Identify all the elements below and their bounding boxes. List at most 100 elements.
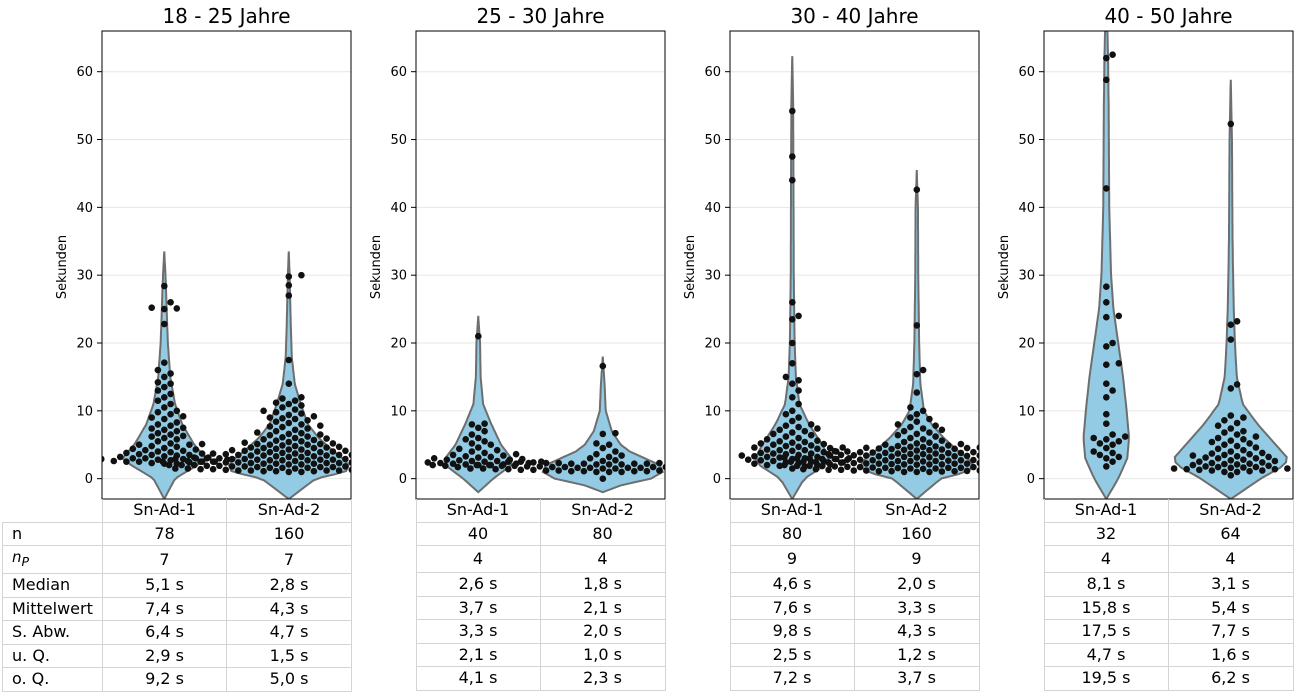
data-point [209, 465, 217, 473]
data-point [1271, 457, 1279, 465]
data-point [530, 466, 537, 474]
data-point [192, 446, 200, 453]
data-point [241, 439, 248, 447]
data-point [932, 422, 939, 430]
data-point [304, 457, 311, 464]
data-point [869, 449, 876, 456]
table-cell: 1,8 s [539, 572, 666, 597]
table-cell: 8,1 s [1043, 572, 1169, 597]
data-point [605, 453, 613, 461]
data-point [951, 460, 958, 468]
data-point [266, 423, 274, 430]
data-point [279, 404, 286, 411]
table-cell: 5,0 s [226, 667, 352, 692]
data-point [498, 462, 506, 470]
data-point [770, 441, 777, 449]
data-point [523, 463, 531, 470]
y-tick-label: 50 [1018, 133, 1035, 148]
data-point [951, 445, 958, 453]
table-row: u. Q. 2,9 s 1,5 s [2, 643, 352, 668]
table-cell: 7 [226, 545, 352, 574]
y-tick-label: 0 [1027, 472, 1035, 487]
data-point [247, 452, 255, 459]
table-corner [3, 499, 103, 522]
data-point [247, 459, 255, 467]
data-point [856, 463, 864, 471]
data-point [894, 431, 902, 439]
table-cell: 2,9 s [102, 643, 227, 668]
data-point [1221, 468, 1228, 476]
data-point [298, 446, 305, 453]
data-point [462, 436, 469, 443]
y-tick-label: 10 [1018, 404, 1035, 419]
data-point [335, 467, 343, 474]
data-point [913, 440, 921, 447]
data-point [807, 431, 815, 439]
data-point [900, 446, 908, 454]
plot-area [738, 56, 979, 499]
data-point [173, 436, 181, 443]
data-point [1103, 76, 1110, 84]
data-point [814, 425, 821, 432]
table-cell: 1,6 s [1167, 642, 1294, 667]
data-point [266, 431, 274, 439]
data-point [945, 464, 952, 472]
y-tick-label: 10 [76, 404, 93, 419]
data-point [970, 456, 977, 464]
data-point [913, 389, 921, 396]
data-point [468, 421, 476, 428]
data-point [1090, 434, 1097, 442]
data-point [795, 434, 802, 442]
data-point [260, 460, 267, 468]
data-point [467, 465, 474, 472]
data-point [612, 429, 619, 437]
data-point [285, 282, 293, 289]
data-point [329, 440, 337, 447]
data-point [593, 468, 600, 476]
data-point [932, 433, 939, 440]
data-point [938, 446, 946, 453]
data-point [161, 282, 168, 290]
data-point [631, 460, 638, 468]
table-header-row: Sn-Ad-1 Sn-Ad-2 [630, 499, 980, 523]
data-point [167, 440, 174, 447]
data-point [487, 441, 495, 449]
row-label: Mittelwert [316, 596, 416, 620]
data-point [801, 427, 809, 435]
data-point [148, 425, 155, 432]
data-point [505, 458, 512, 466]
data-point [919, 407, 927, 415]
table-cell: 2,8 s [226, 573, 352, 598]
data-point [1103, 283, 1110, 291]
row-label: o. Q. [316, 667, 416, 691]
data-point [1221, 417, 1228, 424]
data-point [291, 465, 299, 472]
data-point [580, 467, 588, 475]
data-point [172, 465, 179, 472]
data-point [1233, 468, 1241, 476]
data-point [957, 449, 965, 457]
data-point [913, 447, 921, 454]
table-cell: 78 [102, 521, 227, 546]
data-point [291, 426, 299, 434]
data-point [285, 430, 293, 438]
data-point [1109, 431, 1116, 438]
data-point [167, 400, 174, 408]
data-point [907, 443, 914, 451]
table-cell: 4 [1043, 545, 1169, 573]
data-point [612, 465, 619, 472]
data-point [310, 436, 318, 444]
table-cell: 5,4 s [1167, 595, 1294, 620]
violin-swarm-plot: 0 10 20 30 40 50 60 Sekunden [55, 30, 352, 500]
data-point [511, 462, 518, 470]
data-point [963, 444, 971, 452]
data-point [266, 448, 274, 456]
data-point [795, 443, 802, 451]
data-point [1208, 450, 1216, 457]
data-point [776, 426, 783, 434]
data-point [123, 449, 130, 457]
data-point [1246, 440, 1253, 447]
data-point [907, 414, 914, 421]
data-point [260, 452, 267, 459]
data-point [129, 445, 137, 453]
